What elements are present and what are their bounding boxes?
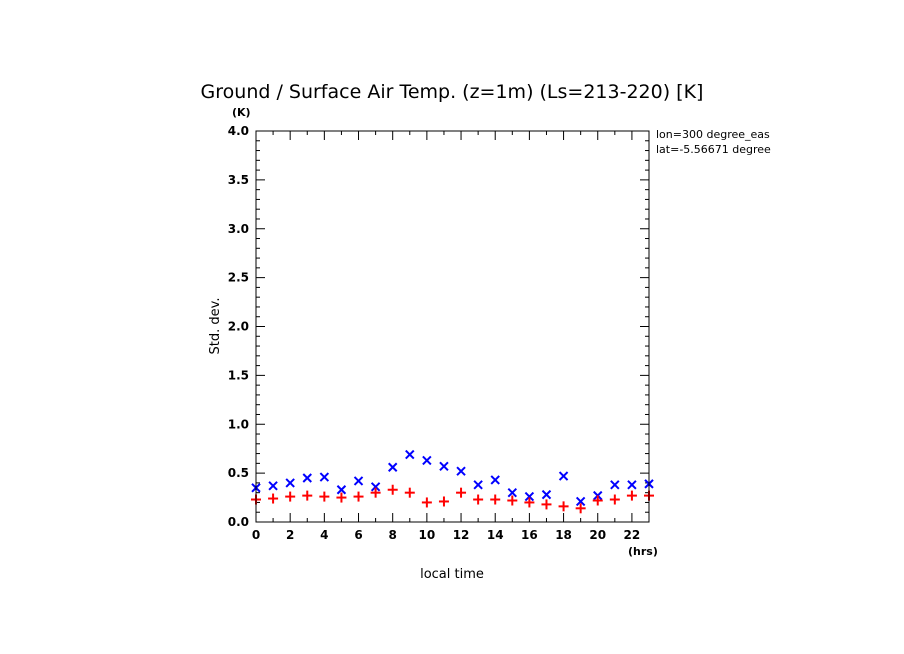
annotation-lat: lat=-5.56671 degree (656, 143, 771, 156)
data-point-x-marker (302, 473, 312, 483)
data-point-plus-marker (558, 501, 569, 512)
data-point-x-marker (490, 475, 500, 485)
chart-title: Ground / Surface Air Temp. (z=1m) (Ls=21… (201, 81, 704, 103)
y-tick-label: 3.0 (228, 222, 249, 236)
y-tick-label: 1.5 (228, 368, 249, 382)
y-tick-label: 4.0 (228, 124, 249, 138)
y-tick-label: 1.0 (228, 417, 249, 431)
data-point-plus-marker (507, 495, 518, 506)
data-point-x-marker (456, 466, 466, 476)
y-tick-label: 2.0 (228, 320, 249, 334)
data-point-plus-marker (456, 487, 467, 498)
data-point-x-marker (575, 496, 586, 507)
x-tick-label: 20 (589, 528, 606, 542)
y-tick-label: 0.5 (228, 466, 249, 480)
data-point-x-marker (319, 472, 330, 482)
y-axis-unit: (K) (232, 106, 251, 119)
data-point-x-marker (524, 491, 535, 502)
data-point-x-marker (387, 462, 398, 472)
data-point-x-marker (268, 481, 278, 491)
x-tick-label: 16 (521, 528, 538, 542)
x-axis-label: local time (420, 567, 484, 582)
annotation-lon: lon=300 degree_eas (656, 128, 770, 141)
x-tick-label: 2 (286, 528, 294, 542)
data-point-plus-marker (285, 491, 296, 502)
x-tick-label: 14 (487, 528, 504, 542)
data-point-x-marker (610, 480, 620, 490)
x-tick-label: 4 (320, 528, 328, 542)
data-point-plus-marker (319, 491, 330, 502)
data-point-plus-marker (302, 490, 313, 501)
x-tick-label: 18 (555, 528, 572, 542)
data-point-plus-marker (575, 503, 586, 514)
data-point-plus-marker (353, 491, 364, 502)
data-point-plus-marker (336, 492, 347, 503)
y-tick-label: 2.5 (228, 271, 249, 285)
data-point-x-marker (558, 471, 569, 481)
tick-labels: 0 2 4 6 8 10 12 14 16 18 20 22 0.0 0.5 1.0 1.5 2.0 2.5 3.0… (228, 124, 641, 542)
data-marks (251, 449, 654, 514)
data-point-x-marker (507, 487, 518, 498)
x-axis-unit: (hrs) (628, 545, 658, 558)
data-point-plus-marker (473, 494, 484, 505)
data-point-plus-marker (592, 495, 603, 506)
data-point-plus-marker (370, 487, 381, 498)
y-tick-label: 3.5 (228, 173, 249, 187)
data-point-x-marker (473, 480, 483, 490)
data-point-x-marker (405, 449, 415, 460)
x-tick-label: 12 (453, 528, 470, 542)
data-point-x-marker (422, 455, 432, 466)
data-point-x-marker (285, 478, 295, 488)
x-tick-label: 10 (419, 528, 436, 542)
plot-frame (255, 130, 650, 523)
data-point-x-marker (336, 485, 347, 495)
data-point-plus-marker (268, 493, 279, 504)
data-point-plus-marker (404, 487, 415, 498)
data-point-plus-marker (524, 497, 535, 508)
y-tick-label: 0.0 (228, 515, 249, 529)
data-point-plus-marker (609, 494, 620, 505)
data-point-plus-marker (387, 484, 398, 495)
data-point-plus-marker (490, 494, 501, 505)
x-tick-label: 22 (624, 528, 641, 542)
data-point-x-marker (627, 480, 637, 490)
y-axis-label: Std. dev. (208, 298, 223, 355)
data-point-x-marker (541, 489, 552, 500)
data-point-x-marker (439, 461, 449, 471)
data-point-x-marker (370, 482, 381, 492)
data-point-plus-marker (421, 497, 432, 508)
axis-ticks (255, 130, 650, 523)
x-tick-label: 6 (354, 528, 362, 542)
data-point-plus-marker (438, 496, 449, 507)
x-tick-label: 8 (389, 528, 397, 542)
x-tick-label: 0 (252, 528, 260, 542)
data-point-plus-marker (541, 499, 552, 510)
data-point-plus-marker (626, 490, 637, 501)
data-point-x-marker (353, 476, 364, 486)
